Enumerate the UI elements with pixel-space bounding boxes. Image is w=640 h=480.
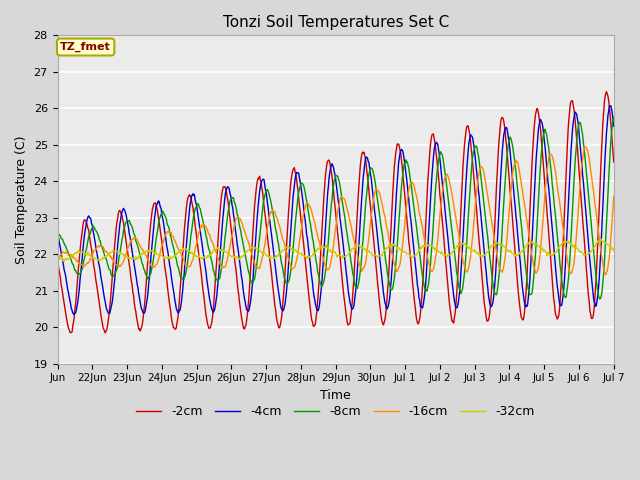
-4cm	[54, 230, 61, 236]
-2cm	[524, 261, 531, 266]
-2cm	[454, 268, 462, 274]
Line: -2cm: -2cm	[58, 92, 614, 333]
-2cm	[603, 89, 611, 95]
-32cm	[63, 256, 71, 262]
Legend: -2cm, -4cm, -8cm, -16cm, -32cm: -2cm, -4cm, -8cm, -16cm, -32cm	[131, 400, 540, 423]
-4cm	[524, 301, 531, 307]
-32cm	[610, 247, 618, 253]
-4cm	[177, 304, 184, 310]
-32cm	[60, 258, 68, 264]
-16cm	[62, 250, 70, 256]
-16cm	[130, 235, 138, 241]
-16cm	[610, 193, 618, 199]
-4cm	[62, 277, 70, 283]
Y-axis label: Soil Temperature (C): Soil Temperature (C)	[15, 135, 28, 264]
-8cm	[596, 296, 604, 302]
Line: -4cm: -4cm	[58, 106, 614, 315]
Title: Tonzi Soil Temperatures Set C: Tonzi Soil Temperatures Set C	[223, 15, 449, 30]
-8cm	[62, 245, 70, 251]
-4cm	[131, 263, 138, 268]
-16cm	[602, 272, 610, 277]
Line: -8cm: -8cm	[58, 117, 614, 299]
-32cm	[177, 247, 184, 253]
-32cm	[507, 249, 515, 255]
-2cm	[177, 281, 184, 287]
-8cm	[54, 231, 61, 237]
-32cm	[131, 255, 138, 261]
-4cm	[605, 103, 613, 108]
-8cm	[176, 272, 184, 277]
-2cm	[507, 197, 515, 203]
-16cm	[176, 249, 184, 255]
-8cm	[454, 273, 461, 278]
-4cm	[610, 123, 618, 129]
-8cm	[506, 134, 514, 140]
-4cm	[507, 158, 515, 164]
-32cm	[524, 241, 531, 247]
-8cm	[610, 114, 618, 120]
-4cm	[70, 312, 78, 318]
-4cm	[454, 301, 462, 307]
-8cm	[523, 276, 531, 281]
-8cm	[130, 230, 138, 236]
-32cm	[54, 255, 61, 261]
-2cm	[62, 313, 70, 319]
-2cm	[102, 330, 109, 336]
-2cm	[610, 159, 618, 165]
-16cm	[54, 256, 61, 262]
-16cm	[523, 217, 531, 223]
Text: TZ_fmet: TZ_fmet	[60, 42, 111, 52]
-16cm	[581, 144, 589, 150]
-2cm	[131, 300, 138, 305]
X-axis label: Time: Time	[320, 389, 351, 402]
-2cm	[54, 257, 61, 263]
-16cm	[506, 196, 514, 202]
-32cm	[597, 236, 605, 242]
-16cm	[454, 224, 461, 230]
Line: -32cm: -32cm	[58, 239, 614, 261]
Line: -16cm: -16cm	[58, 147, 614, 275]
-32cm	[454, 244, 462, 250]
